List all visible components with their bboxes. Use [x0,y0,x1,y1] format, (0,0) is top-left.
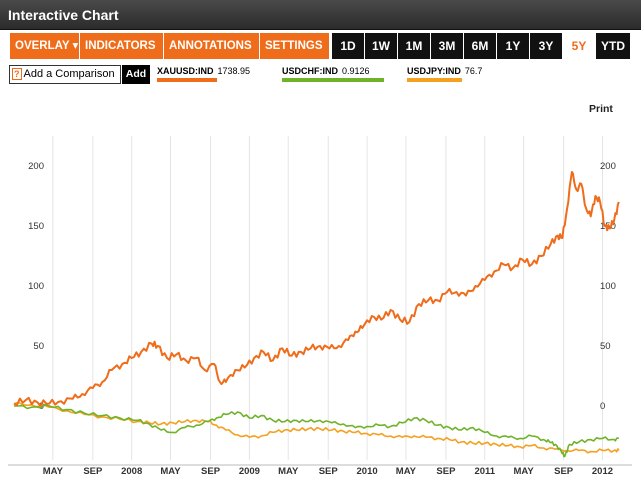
x-tick-label: MAY [278,466,299,477]
help-icon[interactable]: ? [12,68,22,80]
y-tick-label-left: 100 [28,281,44,292]
x-tick-label: MAY [43,466,64,477]
range-1m-button[interactable]: 1M [398,33,430,59]
y-tick-label-left: 200 [28,161,44,172]
x-tick-label: 2010 [357,466,378,477]
x-tick-label: 2008 [121,466,142,477]
x-tick-label: MAY [396,466,417,477]
legend-item-usdjpy[interactable]: USDJPY:IND 76.7 [407,66,491,82]
chart-toolbar: OVERLAY ▾ INDICATORS ▾ ANNOTATIONS ▾ SET… [0,31,641,78]
legend-swatch [157,78,217,82]
x-tick-label: MAY [160,466,181,477]
overlay-menu-button[interactable]: OVERLAY ▾ [10,33,80,59]
y-tick-label-right: 0 [600,401,605,412]
range-1w-button[interactable]: 1W [365,33,397,59]
y-tick-label-right: 200 [600,161,616,172]
legend-item-usdchf[interactable]: USDCHF:IND 0.9126 [282,66,392,82]
indicators-menu-button[interactable]: INDICATORS ▾ [80,33,164,78]
x-tick-label: SEP [554,466,574,477]
y-tick-label-left: 150 [28,221,44,232]
legend-item-xauusd[interactable]: XAUUSD:IND 1738.95 [157,66,279,82]
settings-menu-button[interactable]: SETTINGS ▾ [260,33,330,78]
range-6m-button[interactable]: 6M [464,33,496,59]
x-tick-label: 2011 [474,466,495,477]
x-tick-label: SEP [319,466,339,477]
x-tick-label: SEP [201,466,221,477]
print-link[interactable]: Print [589,103,613,115]
x-tick-label: SEP [83,466,103,477]
annotations-menu-button[interactable]: ANNOTATIONS ▾ [164,33,260,78]
y-tick-label-left: 50 [33,341,44,352]
window-titlebar: Interactive Chart [0,0,641,30]
add-comparison-button[interactable]: Add [122,65,150,84]
comparison-input[interactable]: ? Add a Comparison [9,65,121,84]
y-tick-label-right: 100 [600,281,616,292]
x-tick-label: SEP [436,466,456,477]
range-ytd-button[interactable]: YTD [596,33,630,59]
x-tick-label: 2012 [592,466,613,477]
legend-swatch [407,78,462,82]
range-3m-button[interactable]: 3M [431,33,463,59]
legend-swatch [282,78,384,82]
y-tick-label-right: 50 [600,341,611,352]
window-title: Interactive Chart [8,7,119,23]
range-1d-button[interactable]: 1D [332,33,364,59]
range-1y-button[interactable]: 1Y [497,33,529,59]
x-tick-label: MAY [513,466,534,477]
series-line-usdchf-ind[interactable] [14,403,620,458]
range-5y-button[interactable]: 5Y [563,33,595,59]
series-line-usdjpy-ind[interactable] [13,401,620,454]
comparison-placeholder: Add a Comparison [23,68,115,80]
series-line-xauusd-ind[interactable] [13,171,620,407]
x-tick-label: 2009 [239,466,260,477]
range-3y-button[interactable]: 3Y [530,33,562,59]
legend-bar: ? Add a Comparison Add XAUUSD:IND 1738.95 … [0,62,641,86]
